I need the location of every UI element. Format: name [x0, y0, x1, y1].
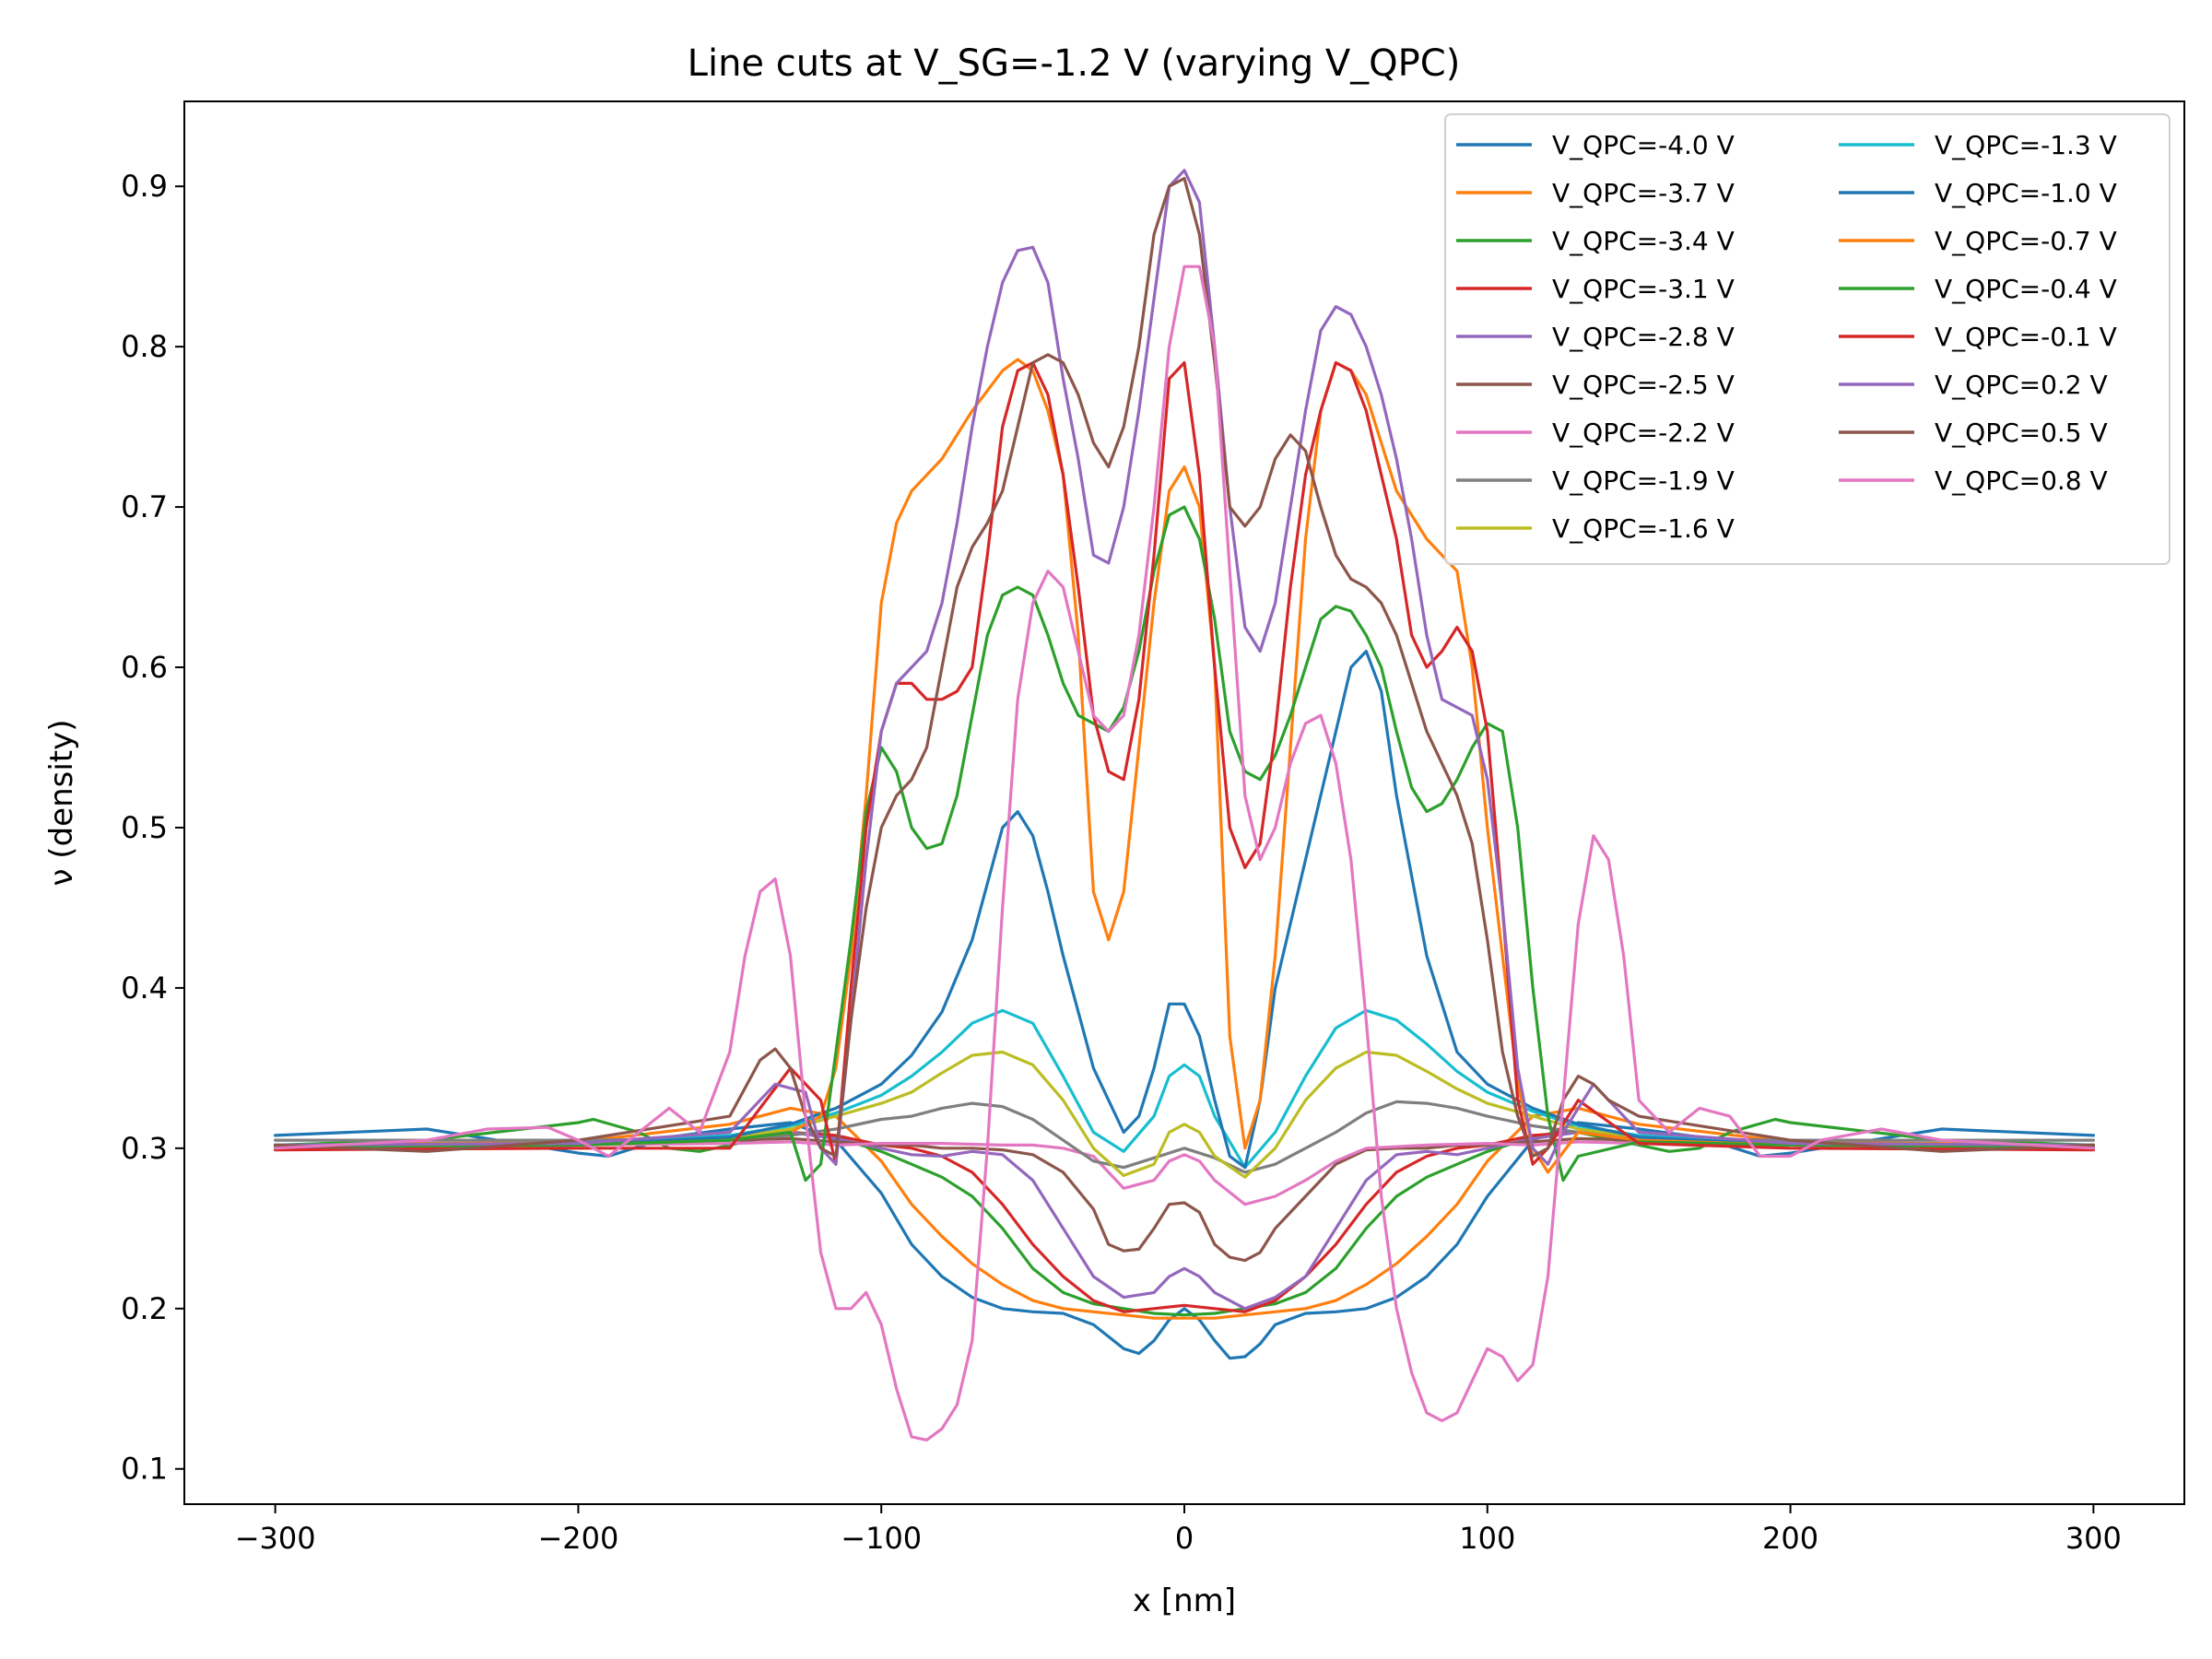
series-line-1 [274, 1106, 2095, 1320]
legend-label: V_QPC=-1.0 V [1935, 178, 2117, 208]
series-line-7 [274, 1100, 2095, 1174]
series-line-10 [274, 649, 2095, 1170]
series-line-15 [274, 176, 2095, 1159]
series-layer [274, 169, 2095, 1442]
x-tick-label: −100 [841, 1521, 922, 1556]
series-line-13 [274, 360, 2095, 1166]
legend-label: V_QPC=-1.3 V [1935, 130, 2117, 160]
x-tick-label: 0 [1175, 1521, 1194, 1556]
y-tick-label: 0.9 [121, 169, 168, 204]
series-line-0 [274, 1121, 2095, 1360]
legend-label: V_QPC=-3.1 V [1552, 274, 1735, 304]
x-tick-label: 100 [1459, 1521, 1515, 1556]
y-axis: 0.1 0.2 0.3 0.4 0.5 0.6 0.7 0.8 0.9 [121, 169, 184, 1487]
series-line-3 [274, 1130, 2095, 1313]
x-tick-label: −200 [537, 1521, 618, 1556]
y-tick-label: 0.6 [121, 650, 168, 685]
y-axis-label: ν (density) [43, 720, 80, 887]
series-line-16 [274, 265, 2095, 1442]
x-axis-label: x [nm] [1133, 1583, 1236, 1619]
legend-label: V_QPC=-2.5 V [1552, 370, 1735, 400]
legend-label: V_QPC=-4.0 V [1552, 130, 1735, 160]
legend-label: V_QPC=-0.1 V [1935, 322, 2117, 352]
series-line-6 [274, 1140, 2095, 1206]
x-tick-label: 300 [2065, 1521, 2122, 1556]
series-line-8 [274, 1050, 2095, 1179]
legend-label: V_QPC=0.2 V [1935, 370, 2108, 400]
x-axis: −300 −200 −100 0 100 200 300 [235, 1504, 2122, 1556]
legend: V_QPC=-4.0 V V_QPC=-3.7 V V_QPC=-3.4 V V_QP… [1444, 113, 2171, 565]
legend-label: V_QPC=-0.4 V [1935, 274, 2117, 304]
series-line-9 [274, 1008, 2095, 1170]
legend-label: V_QPC=-2.2 V [1552, 418, 1735, 448]
legend-label: V_QPC=0.5 V [1935, 418, 2108, 448]
x-tick-label: −300 [235, 1521, 316, 1556]
legend-label: V_QPC=-2.8 V [1552, 322, 1735, 352]
x-tick-label: 200 [1762, 1521, 1818, 1556]
legend-box [1444, 113, 2171, 565]
legend-label: V_QPC=-1.9 V [1552, 465, 1735, 496]
legend-label: V_QPC=0.8 V [1935, 465, 2108, 496]
y-tick-label: 0.1 [121, 1452, 168, 1487]
y-tick-label: 0.4 [121, 971, 168, 1006]
series-line-11 [274, 358, 2095, 1174]
y-tick-label: 0.2 [121, 1291, 168, 1326]
legend-label: V_QPC=-0.7 V [1935, 226, 2117, 256]
chart-title: Line cuts at V_SG=-1.2 V (varying V_QPC) [688, 42, 1461, 85]
series-line-5 [274, 1136, 2095, 1263]
series-line-4 [274, 1130, 2095, 1311]
legend-label: V_QPC=-3.4 V [1552, 226, 1735, 256]
legend-label: V_QPC=-1.6 V [1552, 513, 1735, 544]
y-tick-label: 0.8 [121, 329, 168, 364]
y-tick-label: 0.7 [121, 489, 168, 524]
y-tick-label: 0.3 [121, 1131, 168, 1166]
legend-label: V_QPC=-3.7 V [1552, 178, 1735, 208]
y-tick-label: 0.5 [121, 810, 168, 845]
series-line-12 [274, 505, 2095, 1182]
series-line-14 [274, 169, 2095, 1166]
